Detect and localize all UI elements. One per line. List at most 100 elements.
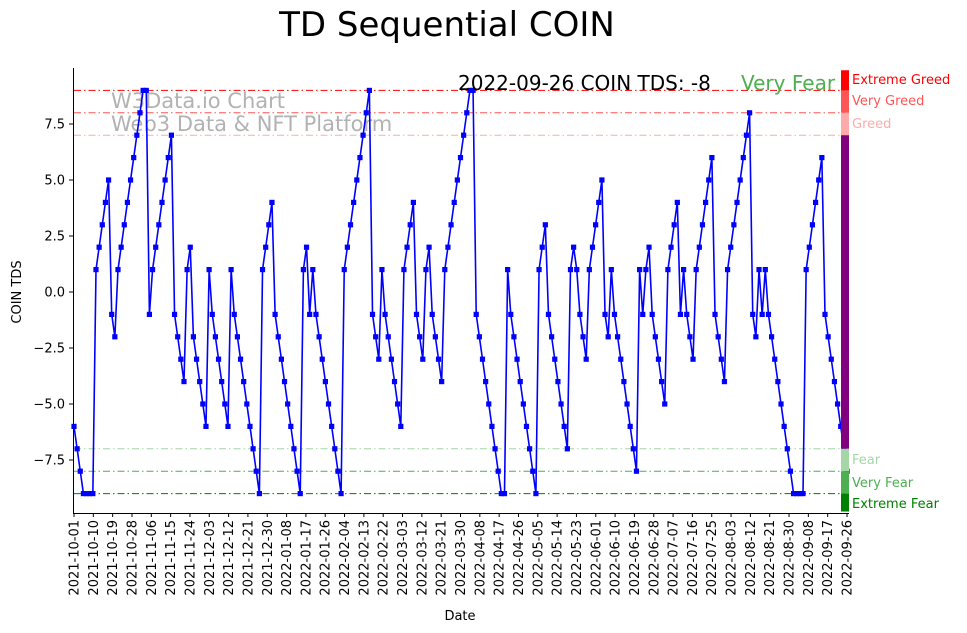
data-point	[533, 491, 539, 497]
x-axis-label: Date	[444, 609, 475, 624]
x-tick-label: 2021-12-03	[203, 520, 218, 596]
data-point	[83, 491, 90, 497]
data-point	[382, 311, 388, 317]
data-point	[193, 356, 200, 362]
x-tick-label: 2022-08-12	[744, 520, 759, 596]
data-point	[646, 244, 652, 250]
data-point	[718, 356, 724, 362]
data-point	[373, 334, 379, 340]
data-point	[577, 311, 583, 317]
band-greed	[841, 112, 849, 136]
x-tick-label: 2021-11-06	[145, 520, 160, 596]
data-point	[781, 423, 787, 429]
data-point	[492, 446, 498, 452]
data-point	[633, 468, 640, 474]
data-point	[404, 244, 410, 250]
band-label-greed: Greed	[852, 117, 891, 132]
data-point	[300, 267, 306, 273]
data-point	[624, 401, 630, 407]
data-point	[366, 87, 372, 93]
data-point	[539, 244, 545, 250]
data-point	[134, 132, 140, 138]
data-point	[483, 379, 489, 385]
data-point	[175, 334, 181, 340]
data-point	[363, 110, 369, 116]
data-point	[703, 199, 709, 205]
data-point	[790, 491, 797, 497]
data-point	[706, 177, 712, 183]
latest-value-annotation: 2022-09-26 COIN TDS: -8	[458, 71, 711, 95]
x-tick-label: 2022-07-25	[705, 520, 720, 596]
data-point	[231, 311, 237, 317]
data-point	[643, 267, 649, 273]
data-point	[266, 222, 272, 228]
data-point	[146, 311, 153, 317]
data-point	[156, 222, 162, 228]
watermark-line-2: Web3 Data & NFT Platform	[111, 112, 392, 136]
x-tick-label: 2022-09-17	[821, 520, 836, 596]
data-point	[127, 177, 134, 183]
x-tick-label: 2021-11-15	[164, 520, 179, 596]
x-tick-label: 2021-12-21	[241, 520, 256, 596]
data-point	[467, 87, 473, 93]
data-point	[118, 244, 124, 250]
sentiment-band-labels: Extreme Greed Very Greed Greed Fear Very Fea…	[852, 73, 950, 512]
data-point	[124, 199, 131, 205]
data-point	[310, 267, 316, 273]
data-point	[772, 356, 778, 362]
data-point	[354, 177, 360, 183]
data-point	[571, 244, 577, 250]
data-point	[812, 199, 819, 205]
x-tick-label: 2022-05-05	[531, 520, 546, 596]
data-point	[687, 334, 693, 340]
x-tick-label: 2021-10-19	[106, 520, 121, 596]
data-point	[237, 356, 244, 362]
data-point	[671, 222, 677, 228]
y-tick-label: 0.0	[44, 286, 65, 301]
data-point	[486, 401, 492, 407]
data-point	[768, 334, 775, 340]
chart-title: TD Sequential COIN	[278, 5, 615, 45]
data-point	[291, 446, 297, 452]
x-tick-label: 2022-04-08	[473, 520, 488, 596]
data-point	[181, 379, 187, 385]
data-point	[542, 222, 548, 228]
data-point	[206, 267, 212, 273]
data-point	[184, 267, 190, 273]
data-point	[589, 244, 596, 250]
data-point	[838, 423, 844, 429]
data-point	[212, 334, 218, 340]
data-point	[96, 244, 102, 250]
data-point	[219, 379, 225, 385]
data-point	[473, 311, 479, 317]
watermark-line-1: W3Data.io Chart	[111, 89, 285, 113]
data-point	[329, 423, 335, 429]
x-tick-label: 2022-08-21	[763, 520, 778, 596]
data-point	[77, 468, 83, 474]
data-point	[501, 491, 508, 497]
x-tick-label: 2022-06-10	[609, 520, 624, 596]
data-point	[322, 379, 328, 385]
data-point	[580, 334, 586, 340]
data-point	[734, 199, 740, 205]
band-label-very-greed: Very Greed	[852, 94, 924, 109]
data-point	[740, 155, 746, 161]
y-tick-label: 5.0	[44, 174, 65, 189]
data-point	[137, 110, 143, 116]
data-point	[545, 311, 552, 317]
data-point	[439, 379, 445, 385]
x-tick-label: 2022-01-17	[299, 520, 314, 596]
y-axis-label: COIN TDS	[10, 260, 25, 323]
data-point	[288, 423, 294, 429]
data-point	[407, 222, 413, 228]
data-point	[278, 356, 284, 362]
x-tick-label: 2022-03-12	[415, 520, 430, 596]
x-tick-label: 2022-06-01	[589, 520, 604, 596]
data-point	[593, 222, 599, 228]
x-tick-label: 2022-03-03	[396, 520, 411, 596]
x-tick-label: 2022-09-26	[841, 520, 856, 596]
data-point	[583, 356, 589, 362]
data-point	[558, 401, 564, 407]
data-point	[121, 222, 127, 228]
x-tick-label: 2022-09-08	[802, 520, 817, 596]
